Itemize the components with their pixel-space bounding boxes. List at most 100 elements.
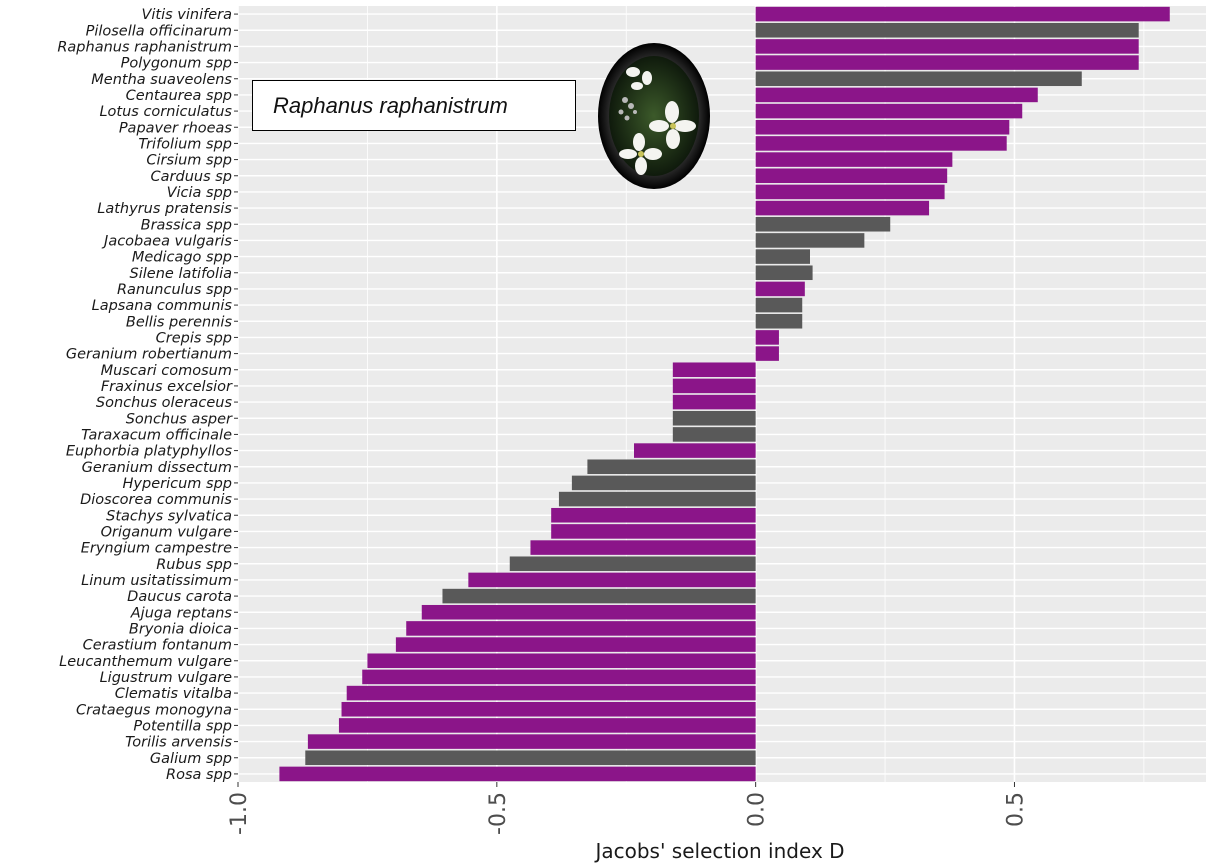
category-label-22: Muscari comosum (101, 363, 232, 379)
bar-2 (755, 39, 1139, 54)
x-axis-title: Jacobs' selection index D (593, 839, 844, 863)
bar-40 (367, 653, 756, 669)
category-label-31: Stachys sylvatica (106, 508, 232, 524)
bar-9 (755, 152, 953, 167)
bar-1 (755, 22, 1139, 38)
category-label-23: Fraxinus excelsior (101, 379, 233, 395)
bar-36 (442, 588, 756, 604)
category-label-37: Ajuga reptans (130, 605, 233, 621)
category-label-17: Ranunculus spp (117, 282, 232, 298)
bar-13 (755, 216, 891, 232)
bar-18 (755, 297, 803, 313)
category-label-29: Hypericum spp (123, 476, 232, 492)
category-label-44: Potentilla spp (133, 718, 232, 734)
bar-27 (634, 443, 756, 458)
category-label-24: Sonchus oleraceus (96, 395, 233, 411)
category-label-2: Raphanus raphanistrum (57, 39, 232, 55)
category-label-11: Vicia spp (167, 185, 232, 201)
x-tick-label-0: -1.0 (227, 792, 252, 835)
category-label-47: Rosa spp (166, 767, 232, 783)
category-label-46: Galium spp (150, 751, 232, 767)
category-label-6: Lotus corniculatus (99, 104, 232, 120)
category-label-5: Centaurea spp (126, 88, 232, 104)
category-label-32: Origanum vulgare (101, 524, 232, 540)
category-label-27: Euphorbia platyphyllos (66, 444, 233, 460)
category-label-40: Leucanthemum vulgare (59, 654, 232, 670)
bar-21 (755, 346, 779, 361)
bar-33 (530, 540, 756, 555)
bar-5 (755, 87, 1038, 103)
bar-11 (755, 184, 945, 200)
bar-22 (672, 362, 756, 378)
bar-14 (755, 233, 865, 248)
bar-3 (755, 55, 1139, 70)
category-label-36: Daucus carota (127, 589, 232, 605)
bar-39 (395, 637, 756, 652)
category-label-20: Crepis spp (156, 330, 232, 346)
bar-7 (755, 119, 1010, 135)
category-label-33: Eryngium campestre (81, 541, 232, 557)
category-label-12: Lathyrus pratensis (97, 201, 232, 217)
bar-24 (672, 394, 756, 410)
category-label-30: Dioscorea communis (80, 492, 232, 508)
bar-25 (672, 410, 756, 426)
category-label-10: Carduus sp (151, 169, 232, 185)
category-label-0: Vitis vinifera (141, 7, 232, 23)
bar-28 (587, 459, 756, 475)
bar-6 (755, 103, 1023, 119)
bar-30 (558, 491, 756, 507)
category-label-26: Taraxacum officinale (81, 427, 232, 443)
category-label-15: Medicago spp (132, 250, 232, 266)
bar-26 (672, 427, 756, 442)
category-label-28: Geranium dissectum (82, 460, 232, 476)
bar-46 (305, 750, 756, 766)
bar-4 (755, 71, 1082, 87)
category-label-34: Rubus spp (156, 557, 232, 573)
bar-47 (279, 766, 756, 782)
category-label-35: Linum usitatissimum (81, 573, 232, 589)
category-label-13: Brassica spp (141, 217, 232, 233)
category-label-14: Jacobaea vulgaris (101, 233, 232, 249)
bar-19 (755, 313, 803, 329)
bar-12 (755, 200, 930, 216)
plot-panel (238, 6, 1206, 782)
bar-42 (346, 685, 756, 701)
bar-43 (341, 701, 756, 717)
category-label-45: Torilis arvensis (125, 735, 232, 751)
category-label-19: Bellis perennis (126, 314, 233, 330)
bar-17 (755, 281, 805, 297)
bar-32 (551, 524, 756, 539)
category-label-42: Clematis vitalba (115, 686, 232, 702)
category-label-1: Pilosella officinarum (86, 23, 232, 39)
bar-15 (755, 249, 810, 264)
category-label-3: Polygonum spp (121, 56, 232, 72)
category-label-9: Cirsium spp (146, 153, 232, 169)
category-label-25: Sonchus asper (126, 411, 233, 427)
category-label-43: Crataegus monogyna (76, 702, 232, 718)
bar-10 (755, 168, 948, 184)
category-label-4: Mentha suaveolens (91, 72, 232, 88)
category-label-7: Papaver rhoeas (119, 120, 233, 136)
category-label-16: Silene latifolia (130, 266, 232, 282)
category-label-18: Lapsana communis (92, 298, 233, 314)
bar-41 (362, 669, 756, 685)
bar-0 (755, 6, 1170, 22)
x-axis-ticks: -1.0 -0.5 0.0 0.5 (227, 782, 1028, 835)
category-label-39: Cerastium fontanum (83, 638, 232, 654)
x-tick-label-2: 0.0 (745, 792, 770, 827)
bar-38 (406, 621, 756, 636)
bar-45 (307, 734, 756, 749)
bar-29 (571, 475, 756, 491)
category-label-8: Trifolium spp (138, 136, 232, 152)
bar-20 (755, 330, 779, 345)
species-annotation: Raphanus raphanistrum (252, 80, 576, 131)
bar-23 (672, 378, 756, 394)
category-label-38: Bryonia dioica (129, 621, 232, 637)
bar-8 (755, 136, 1007, 151)
bar-31 (551, 507, 756, 523)
x-tick-label-3: 0.5 (1003, 792, 1028, 827)
bar-35 (468, 572, 756, 588)
bar-16 (755, 265, 813, 281)
